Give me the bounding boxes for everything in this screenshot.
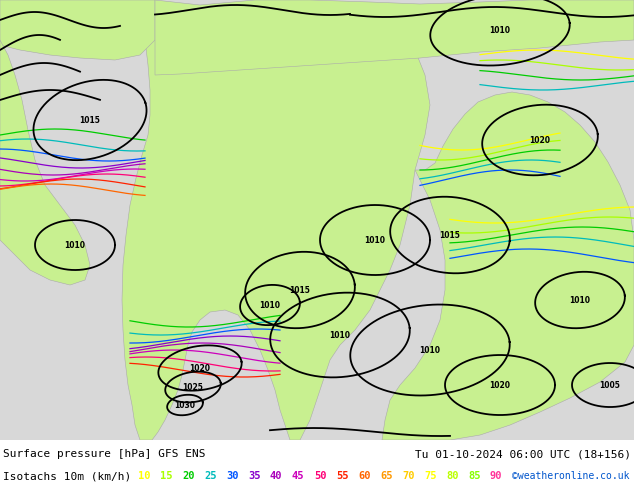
Text: 1030: 1030 [174,400,195,410]
Text: 35: 35 [248,471,261,481]
Text: 1015: 1015 [290,286,311,294]
Polygon shape [122,0,430,440]
Text: 1010: 1010 [65,241,86,249]
Text: 1010: 1010 [420,345,441,355]
Text: Surface pressure [hPa] GFS ENS: Surface pressure [hPa] GFS ENS [3,449,205,459]
Text: 50: 50 [314,471,327,481]
Text: 1010: 1010 [489,25,510,34]
Text: 20: 20 [182,471,195,481]
Text: 40: 40 [270,471,283,481]
Text: 1005: 1005 [600,381,621,390]
Text: 1015: 1015 [439,230,460,240]
Text: 55: 55 [336,471,349,481]
Text: 25: 25 [204,471,216,481]
Text: Isotachs 10m (km/h): Isotachs 10m (km/h) [3,471,131,481]
Polygon shape [0,40,90,285]
Text: 1025: 1025 [183,383,204,392]
Text: 10: 10 [138,471,150,481]
Text: 80: 80 [446,471,458,481]
Text: Tu 01-10-2024 06:00 UTC (18+156): Tu 01-10-2024 06:00 UTC (18+156) [415,449,631,459]
Text: 1020: 1020 [489,381,510,390]
Text: 70: 70 [402,471,415,481]
Text: 15: 15 [160,471,172,481]
Text: 65: 65 [380,471,392,481]
Text: 1015: 1015 [79,116,100,124]
Polygon shape [155,0,634,75]
Text: 1020: 1020 [190,364,210,372]
Polygon shape [382,92,634,440]
Text: 75: 75 [424,471,436,481]
Text: 45: 45 [292,471,304,481]
Text: 1010: 1010 [259,300,280,310]
Polygon shape [0,0,155,60]
Text: 60: 60 [358,471,370,481]
Text: 1010: 1010 [569,295,590,304]
Text: 1010: 1010 [330,331,351,340]
Text: 30: 30 [226,471,238,481]
Text: 1020: 1020 [529,136,550,145]
Text: 85: 85 [468,471,481,481]
Text: 1010: 1010 [365,236,385,245]
Text: 90: 90 [490,471,503,481]
Text: ©weatheronline.co.uk: ©weatheronline.co.uk [512,471,630,481]
